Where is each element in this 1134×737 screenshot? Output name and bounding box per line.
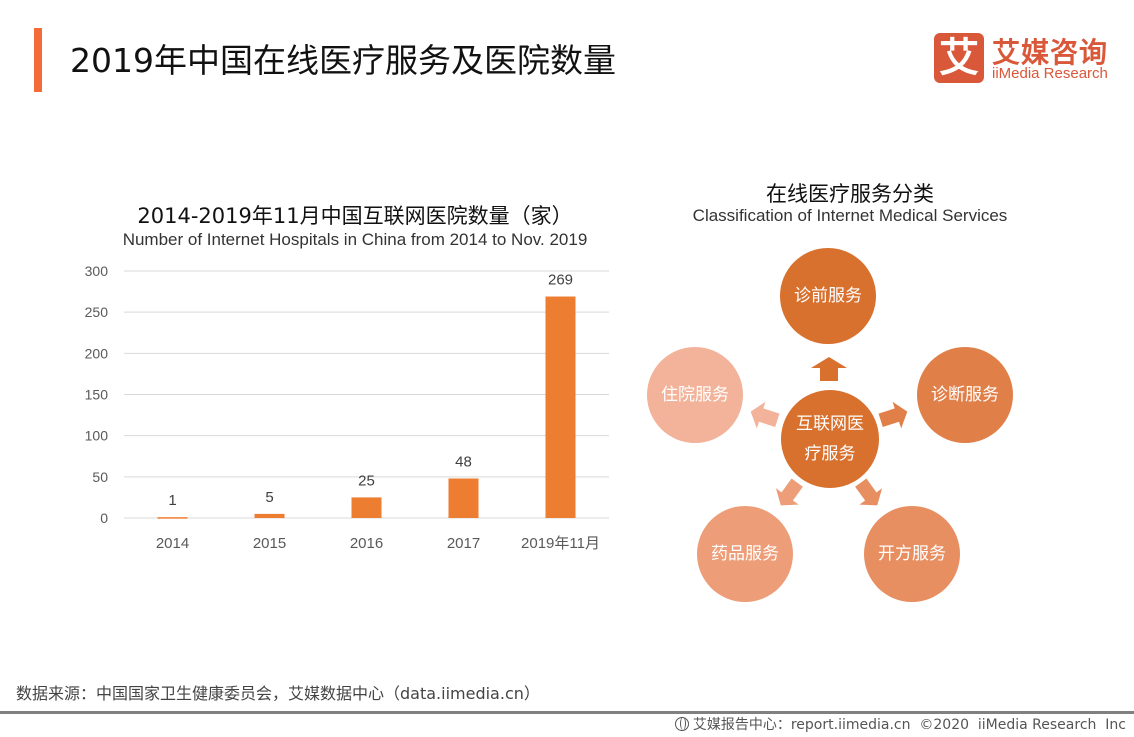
diagram-subtitle: Classification of Internet Medical Servi…: [692, 206, 1008, 225]
node-label: 药品服务: [711, 544, 779, 564]
diagram-title: 在线医疗服务分类: [766, 182, 934, 206]
data-label: 1: [168, 492, 176, 509]
arrow-up-icon: [811, 357, 847, 381]
title-accent-bar: [34, 28, 42, 92]
y-tick-label: 300: [85, 263, 109, 279]
node-diagnosis: 诊断服务: [917, 347, 1013, 443]
bar: [157, 517, 188, 519]
x-tick-label: 2019年11月: [521, 535, 600, 552]
y-tick-label: 150: [85, 387, 109, 403]
data-label: 5: [265, 489, 273, 506]
x-tick-label: 2017: [447, 535, 480, 552]
bar: [448, 478, 479, 518]
y-tick-label: 0: [100, 510, 108, 526]
center-node-label: 互联网医疗服务: [796, 414, 864, 464]
footer-divider: [0, 711, 1134, 714]
arrow-down-right-icon: [855, 478, 883, 506]
data-label: 48: [455, 453, 472, 470]
node-prescription: 开方服务: [864, 506, 960, 602]
y-tick-label: 50: [92, 469, 108, 485]
node-label: 开方服务: [878, 544, 946, 564]
bar-chart: 0 50 100 150 200 250 300 1 5 25 48 269 2014 2015 201…: [85, 263, 609, 552]
node-label: 住院服务: [661, 385, 729, 405]
data-label: 269: [548, 272, 573, 289]
data-label: 25: [358, 472, 375, 489]
arrow-right-icon: [878, 401, 908, 429]
arrow-left-icon: [750, 401, 780, 429]
node-hospitalization: 住院服务: [647, 347, 743, 443]
node-label: 诊断服务: [931, 385, 999, 405]
bar: [254, 513, 285, 518]
x-tick-label: 2015: [253, 535, 286, 552]
y-tick-label: 250: [85, 304, 109, 320]
center-node: 互联网医疗服务: [781, 390, 879, 488]
y-tick-label: 200: [85, 345, 109, 361]
bar: [351, 497, 382, 518]
bar: [545, 296, 576, 518]
x-tick-label: 2016: [350, 535, 383, 552]
logo-name-en: iiMedia Research: [992, 65, 1108, 82]
y-tick-label: 100: [85, 428, 109, 444]
logo-mark-icon: 艾: [934, 33, 984, 83]
page-title: 2019年中国在线医疗服务及医院数量: [70, 41, 616, 80]
node-medicine: 药品服务: [697, 506, 793, 602]
footer: 艾媒报告中心：report.iimedia.cn ©2020 iiMedia R…: [674, 714, 1126, 734]
arrow-down-left-icon: [775, 478, 803, 506]
data-source-note: 数据来源：中国国家卫生健康委员会，艾媒数据中心（data.iimedia.cn）: [16, 684, 540, 703]
footer-text: 艾媒报告中心：report.iimedia.cn ©2020 iiMedia R…: [692, 717, 1126, 733]
logo-name-cn: 艾媒咨询: [992, 36, 1109, 69]
chart-title: 2014-2019年11月中国互联网医院数量（家）: [137, 204, 573, 228]
x-tick-label: 2014: [156, 535, 189, 552]
node-label: 诊前服务: [794, 286, 862, 306]
node-pre-diagnosis: 诊前服务: [780, 248, 876, 344]
globe-icon: [674, 717, 689, 731]
chart-subtitle: Number of Internet Hospitals in China fr…: [122, 230, 588, 249]
